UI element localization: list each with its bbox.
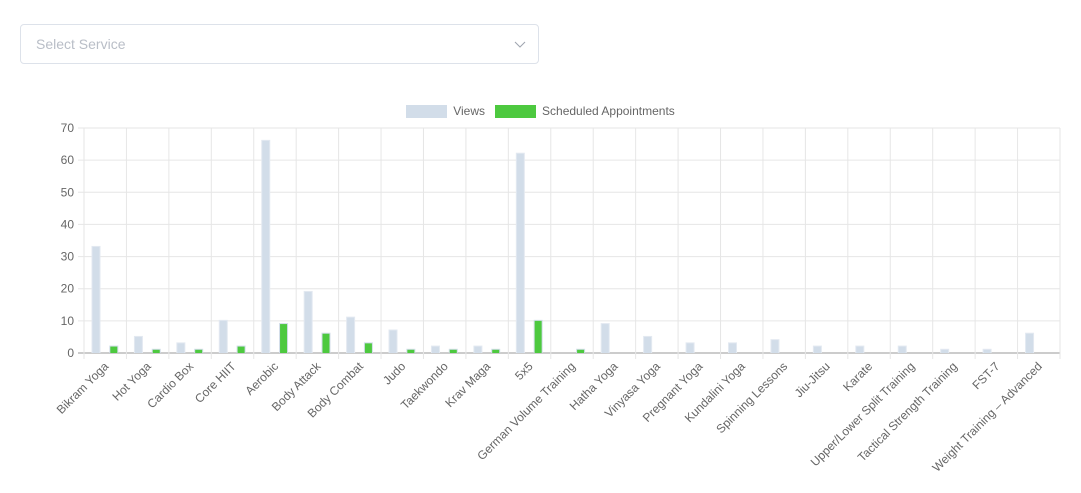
x-tick-label: Cardio Box (144, 359, 196, 411)
bar-appointments[interactable] (322, 333, 330, 353)
bar-views[interactable] (771, 340, 779, 353)
bar-appointments[interactable] (280, 324, 288, 353)
bar-views[interactable] (516, 153, 524, 353)
bar-appointments[interactable] (534, 320, 542, 353)
y-tick-label: 60 (61, 153, 75, 167)
bar-views[interactable] (389, 330, 397, 354)
x-tick-label: Krav Maga (442, 359, 493, 410)
legend-item-views[interactable]: Views (406, 104, 485, 118)
bar-views[interactable] (262, 140, 270, 353)
legend-label-views: Views (453, 104, 486, 118)
legend-swatch-appointments (495, 104, 537, 118)
bar-views[interactable] (431, 346, 439, 353)
bar-views[interactable] (304, 291, 312, 353)
x-tick-label: Spinning Lessons (713, 359, 790, 436)
bar-views[interactable] (644, 336, 652, 353)
y-tick-label: 10 (61, 314, 75, 328)
bar-appointments[interactable] (492, 349, 500, 353)
x-tick-label: 5x5 (512, 359, 536, 383)
bar-views[interactable] (686, 343, 694, 353)
chart-legend: Views Scheduled Appointments (0, 104, 1081, 118)
x-tick-label: FST-7 (969, 359, 1002, 392)
bar-views[interactable] (898, 346, 906, 353)
bar-appointments[interactable] (577, 349, 585, 353)
x-tick-label: Bikram Yoga (54, 359, 112, 417)
bar-views[interactable] (219, 320, 227, 353)
x-tick-label: Aerobic (242, 359, 281, 398)
bar-views[interactable] (1026, 333, 1034, 353)
bar-views[interactable] (347, 317, 355, 353)
chevron-down-icon (514, 41, 526, 48)
bar-views[interactable] (983, 349, 991, 353)
bar-views[interactable] (813, 346, 821, 353)
x-tick-label: Core HIIT (192, 359, 239, 406)
y-tick-label: 0 (67, 346, 74, 360)
service-select-placeholder: Select Service (36, 36, 126, 52)
legend-item-appointments[interactable]: Scheduled Appointments (495, 104, 675, 118)
bar-appointments[interactable] (237, 346, 245, 353)
bar-views[interactable] (177, 343, 185, 353)
bar-views[interactable] (92, 246, 100, 353)
bar-views[interactable] (134, 336, 142, 353)
x-tick-label: Jiu-Jitsu (792, 359, 833, 400)
legend-swatch-views (406, 104, 448, 118)
x-tick-label: Karate (840, 359, 875, 394)
y-tick-label: 30 (61, 250, 75, 264)
bar-appointments[interactable] (110, 346, 118, 353)
bar-appointments[interactable] (449, 349, 457, 353)
y-tick-label: 50 (61, 185, 75, 199)
bar-views[interactable] (729, 343, 737, 353)
bar-appointments[interactable] (407, 349, 415, 353)
x-tick-label: Judo (380, 359, 409, 388)
bar-appointments[interactable] (195, 349, 203, 353)
bar-appointments[interactable] (364, 343, 372, 353)
legend-label-appointments: Scheduled Appointments (542, 104, 675, 118)
bar-views[interactable] (601, 324, 609, 353)
service-select[interactable]: Select Service (20, 24, 539, 64)
bar-views[interactable] (856, 346, 864, 353)
y-tick-label: 20 (61, 282, 75, 296)
bar-views[interactable] (474, 346, 482, 353)
y-tick-label: 70 (61, 121, 75, 135)
bar-views[interactable] (941, 349, 949, 353)
y-tick-label: 40 (61, 217, 75, 231)
bar-appointments[interactable] (152, 349, 160, 353)
